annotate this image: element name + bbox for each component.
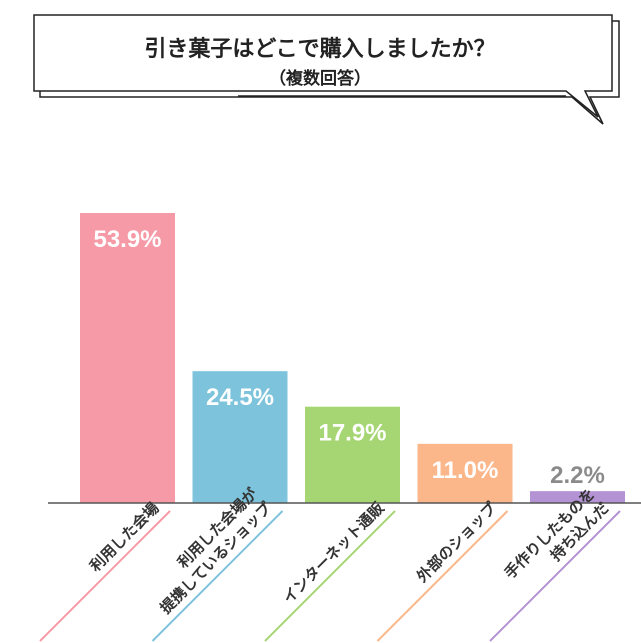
bar-2: [192, 371, 288, 503]
category-label-2: 利用した会場が提携しているショップ: [142, 484, 275, 617]
category-labels-group: 利用した会場 利用した会場が提携しているショップ インターネット通販 外部のショップ手…: [39, 484, 621, 642]
bars-group: [80, 213, 625, 503]
value-label-2: 24.5%: [206, 384, 274, 411]
bar-1: [80, 213, 175, 503]
category-label-4: 外部のショップ: [412, 498, 500, 586]
bar-5: [530, 491, 625, 503]
category-underline-2: [151, 510, 284, 642]
category-underline-4: [376, 510, 509, 642]
value-label-3: 17.9%: [318, 420, 386, 447]
value-labels-group: 53.9% 24.5% 17.9% 11.0% 2.2%: [93, 226, 604, 489]
value-label-4: 11.0%: [432, 457, 499, 484]
category-underline-5: [489, 510, 621, 642]
category-label-3: インターネット通販: [279, 498, 388, 607]
bar-3: [305, 406, 400, 503]
value-label-5: 2.2%: [550, 462, 605, 489]
bar-4: [417, 443, 513, 503]
category-underline-1: [39, 510, 171, 642]
title-bubble: [33, 14, 620, 125]
chart-title: 引き菓子はどこで購入しましたか？: [144, 36, 495, 62]
category-underline-3: [264, 510, 396, 642]
value-label-1: 53.9%: [93, 226, 161, 253]
category-label-1: 利用した会場: [86, 499, 162, 575]
chart-subtitle: （複数回答）: [269, 68, 371, 89]
